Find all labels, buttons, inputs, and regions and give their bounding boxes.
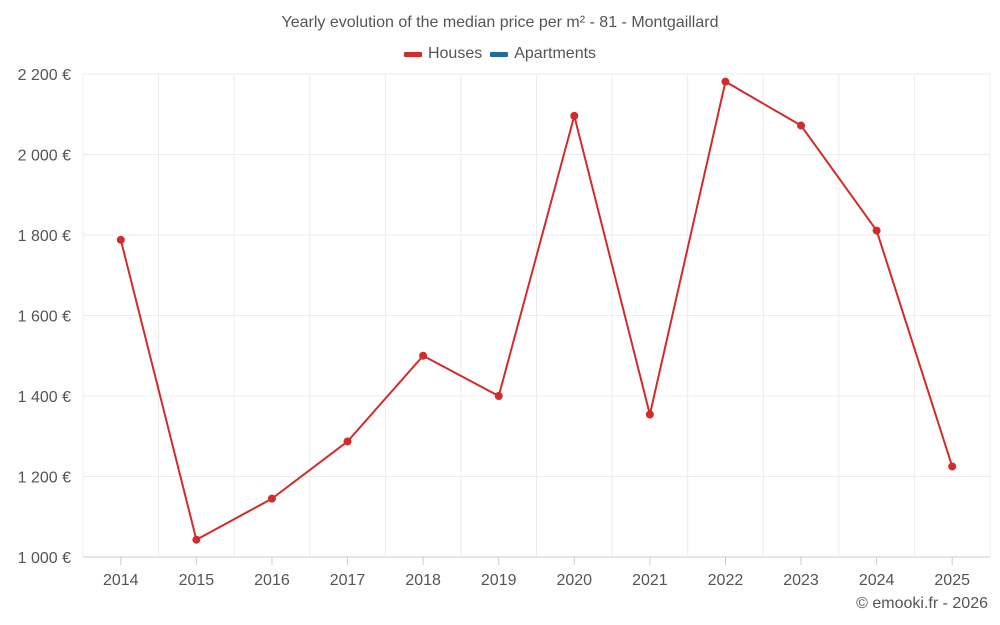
data-point [645, 410, 654, 419]
y-tick-label: 1 800 € [18, 228, 71, 245]
x-tick-label: 2020 [556, 572, 592, 589]
data-point [570, 111, 579, 120]
data-point [797, 121, 806, 130]
x-tick-label: 2015 [179, 572, 215, 589]
x-tick-label: 2014 [103, 572, 139, 589]
legend: Houses Apartments [0, 45, 1000, 63]
data-point [192, 535, 201, 544]
data-point [494, 392, 503, 400]
y-tick-label: 1 600 € [18, 309, 71, 326]
credit-text: © emooki.fr - 2026 [856, 595, 988, 612]
data-point [267, 494, 276, 503]
x-tick-label: 2016 [254, 572, 290, 589]
x-tick-label: 2019 [481, 572, 517, 589]
legend-item-houses[interactable]: Houses [403, 45, 483, 63]
x-tick-label: 2025 [934, 572, 970, 589]
legend-swatch-houses [403, 51, 422, 57]
data-point [872, 226, 881, 235]
legend-label-apartments: Apartments [514, 45, 597, 62]
y-tick-label: 1 000 € [18, 550, 71, 567]
y-tick-label: 2 000 € [18, 148, 71, 165]
x-tick-label: 2018 [405, 572, 441, 589]
data-point [948, 462, 957, 471]
legend-swatch-apartments [490, 51, 509, 57]
x-tick-label: 2023 [783, 572, 819, 589]
legend-item-apartments[interactable]: Apartments [490, 45, 596, 63]
x-tick-label: 2022 [708, 572, 744, 589]
data-point [419, 351, 428, 360]
x-tick-label: 2017 [330, 572, 366, 589]
series-line-houses [119, 80, 954, 541]
data-point [116, 235, 125, 244]
data-point [721, 77, 730, 86]
y-tick-label: 2 200 € [18, 67, 71, 84]
x-tick-label: 2024 [859, 572, 895, 589]
y-tick-label: 1 400 € [18, 389, 71, 406]
y-tick-label: 1 200 € [18, 470, 71, 487]
data-point [343, 437, 352, 446]
x-tick-label: 2021 [632, 572, 668, 589]
chart-title: Yearly evolution of the median price per… [281, 14, 719, 31]
legend-label-houses: Houses [427, 45, 483, 62]
